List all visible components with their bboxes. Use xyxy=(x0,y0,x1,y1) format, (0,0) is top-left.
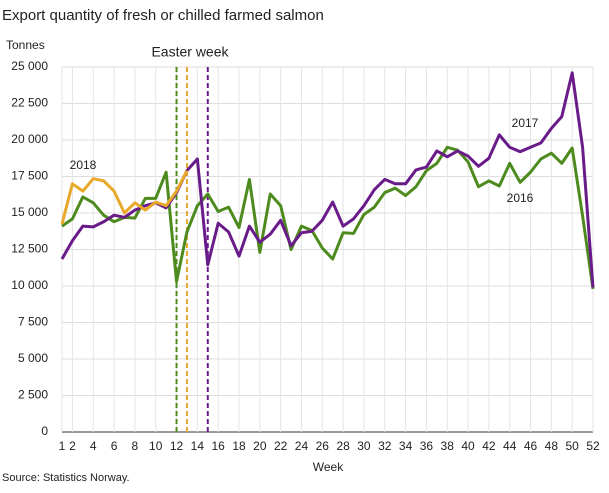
source: Source: Statistics Norway. xyxy=(2,472,130,484)
y-tick-label: 20 000 xyxy=(11,132,48,146)
series-label: 2016 xyxy=(507,191,534,205)
x-tick-label: 4 xyxy=(90,439,97,453)
x-tick-label: 36 xyxy=(420,439,434,453)
x-tick-label: 6 xyxy=(111,439,118,453)
x-tick-label: 10 xyxy=(149,439,163,453)
y-tick-label: 5 000 xyxy=(18,351,48,365)
y-tick-label: 17 500 xyxy=(11,169,48,183)
series-label: 2018 xyxy=(70,158,97,172)
line xyxy=(61,145,595,290)
x-tick-label: 30 xyxy=(357,439,371,453)
series-label: 2017 xyxy=(512,116,539,130)
x-tick-label: 1 xyxy=(59,439,66,453)
x-tick-label: 50 xyxy=(565,439,579,453)
x-tick-label: 34 xyxy=(399,439,413,453)
line xyxy=(60,169,189,225)
x-tick-label: 24 xyxy=(295,439,309,453)
x-tick-label: 38 xyxy=(441,439,455,453)
x-tick-label: 48 xyxy=(545,439,559,453)
x-tick-label: 14 xyxy=(191,439,205,453)
x-tick-label: 8 xyxy=(132,439,139,453)
x-tick-label: 22 xyxy=(274,439,288,453)
y-tick-label: 22 500 xyxy=(11,96,48,110)
chart-title: Export quantity of fresh or chilled farm… xyxy=(2,7,324,24)
y-tick-label: 25 000 xyxy=(11,59,48,73)
x-tick-label: 44 xyxy=(503,439,517,453)
x-tick-label: 46 xyxy=(524,439,538,453)
x-tick-label: 28 xyxy=(336,439,350,453)
x-tick-label: 16 xyxy=(211,439,225,453)
x-tick-label: 20 xyxy=(253,439,267,453)
annotation: Easter week xyxy=(151,44,229,60)
y-tick-label: 12 500 xyxy=(11,242,48,256)
x-tick-label: 12 xyxy=(170,439,184,453)
y-axis-label: Tonnes xyxy=(6,38,45,52)
x-tick-label: 52 xyxy=(586,439,600,453)
y-tick-label: 7 500 xyxy=(18,315,48,329)
y-tick-label: 15 000 xyxy=(11,205,48,219)
x-tick-label: 40 xyxy=(461,439,475,453)
y-tick-label: 2 500 xyxy=(18,388,48,402)
x-tick-label: 26 xyxy=(316,439,330,453)
x-tick-label: 42 xyxy=(482,439,496,453)
x-tick-label: 2 xyxy=(69,439,76,453)
x-axis-label: Week xyxy=(313,460,344,474)
x-tick-label: 32 xyxy=(378,439,392,453)
y-tick-label: 0 xyxy=(41,424,48,438)
y-tick-label: 10 000 xyxy=(11,278,48,292)
x-tick-label: 18 xyxy=(232,439,246,453)
